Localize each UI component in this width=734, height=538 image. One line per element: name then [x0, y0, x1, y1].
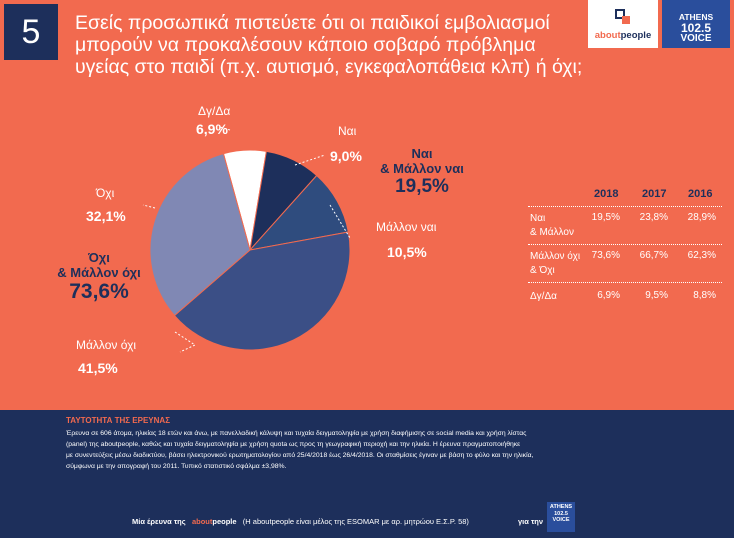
slice-label-rather-yes: Μάλλον ναι — [376, 220, 437, 234]
footer-brand-people: people — [212, 517, 237, 526]
survey-text-line: με συνεντεύξεις μέσω διαδικτύου, βάσει η… — [66, 452, 534, 459]
group-yes: Ναι & Μάλλον ναι 19,5% — [372, 146, 472, 198]
footer-for: για την — [518, 517, 544, 526]
survey-info-panel: ΤΑΥΤΟΤΗΤΑ ΤΗΣ ΕΡΕΥΝΑΣ Έρευνα σε 606 άτομ… — [0, 410, 734, 538]
question-title: Εσείς προσωπικά πιστεύετε ότι οι παιδικο… — [75, 12, 583, 78]
group-yes-value: 19,5% — [395, 176, 449, 197]
footer-athens-voice-logo: ATHENS 102.5 VOICE — [547, 502, 575, 532]
slice-pct-no: 32,1% — [86, 208, 126, 224]
table-cell: 28,9% — [687, 212, 716, 223]
table-row-label-line: Ναι — [530, 213, 546, 224]
table-cell: 66,7% — [639, 250, 668, 261]
table-cell: 62,3% — [687, 250, 716, 261]
pie-chart — [142, 126, 351, 353]
question-number: 5 — [4, 4, 58, 60]
table-cell: 73,6% — [591, 250, 620, 261]
aboutpeople-logo-about: about — [594, 30, 621, 41]
table-row-label-line: Μάλλον όχι — [530, 251, 581, 262]
aboutpeople-mark-icon — [615, 9, 630, 24]
table-divider — [528, 206, 722, 207]
group-no: Όχι & Μάλλον όχι 73,6% — [48, 250, 150, 304]
survey-footer: Μία έρευνα της aboutpeople (Η aboutpeopl… — [132, 517, 469, 526]
table-year-2018: 2018 — [594, 188, 619, 200]
chart-area: 5 Εσείς προσωπικά πιστεύετε ότι οι παιδι… — [4, 0, 730, 376]
table-row-label: Δγ/Δα — [530, 291, 557, 302]
slice-rather-no — [173, 231, 351, 351]
slice-pct-rather-no: 41,5% — [78, 360, 118, 376]
survey-text-line: Έρευνα σε 606 άτομα, ηλικίας 18 ετών και… — [66, 430, 527, 437]
aboutpeople-logo-people: people — [620, 30, 652, 41]
footer-logo-line: ATHENS — [549, 504, 573, 510]
footer-intro: Μία έρευνα της — [132, 517, 186, 526]
group-yes-title-2: & Μάλλον ναι — [380, 161, 464, 176]
athens-voice-logo-line1: ATHENS — [678, 12, 714, 22]
slice-label-rather-no: Μάλλον όχι — [76, 338, 137, 352]
survey-text-line: (panel) της aboutpeople, καθώς και τυχαί… — [66, 441, 521, 448]
table-year-2017: 2017 — [642, 188, 667, 200]
table-row-label: Ναι & Μάλλον — [530, 212, 574, 240]
athens-voice-logo-line2: 102.5 — [680, 21, 712, 35]
slice-label-no: Όχι — [96, 186, 115, 200]
slice-pct-yes: 9,0% — [330, 148, 362, 164]
table-row-label-line: & Όχι — [530, 265, 555, 276]
survey-text-line: σύμφωνα με την απογραφή του 2011. Τυπικό… — [66, 463, 287, 470]
athens-voice-logo: ATHENS 102.5 VOICE — [662, 0, 730, 48]
footer-logo-line: 102.5 — [554, 510, 568, 517]
slice-pct-rather-yes: 10,5% — [387, 244, 427, 260]
table-cell: 9,5% — [645, 290, 668, 301]
table-cell: 8,8% — [693, 290, 716, 301]
group-no-title-1: Όχι — [88, 250, 110, 265]
survey-title: ΤΑΥΤΟΤΗΤΑ ΤΗΣ ΕΡΕΥΝΑΣ — [66, 416, 170, 425]
footer-esomar-note: (Η aboutpeople είναι μέλος της ESOMAR με… — [242, 517, 469, 526]
group-no-value: 73,6% — [69, 280, 129, 303]
table-divider — [528, 244, 722, 245]
footer-brand-about: about — [191, 517, 213, 526]
group-no-title-2: & Μάλλον όχι — [57, 265, 141, 280]
table-year-2016: 2016 — [688, 188, 713, 200]
table-row-label-line: & Μάλλον — [530, 227, 574, 238]
slice-label-dkda: Δγ/Δα — [198, 104, 231, 118]
table-cell: 19,5% — [591, 212, 620, 223]
table-cell: 23,8% — [639, 212, 668, 223]
slice-no — [149, 152, 251, 317]
table-cell: 6,9% — [597, 290, 620, 301]
table-row-label: Μάλλον όχι & Όχι — [530, 250, 580, 278]
group-yes-title-1: Ναι — [411, 146, 433, 161]
athens-voice-logo-line3: VOICE — [680, 33, 712, 44]
footer-logo-line: VOICE — [552, 517, 570, 523]
survey-text: Έρευνα σε 606 άτομα, ηλικίας 18 ετών και… — [66, 428, 676, 472]
slice-label-yes: Ναι — [338, 124, 357, 138]
aboutpeople-logo: aboutpeople — [588, 0, 658, 48]
slice-pct-dkda: 6,9% — [196, 121, 228, 137]
table-divider — [528, 282, 722, 283]
